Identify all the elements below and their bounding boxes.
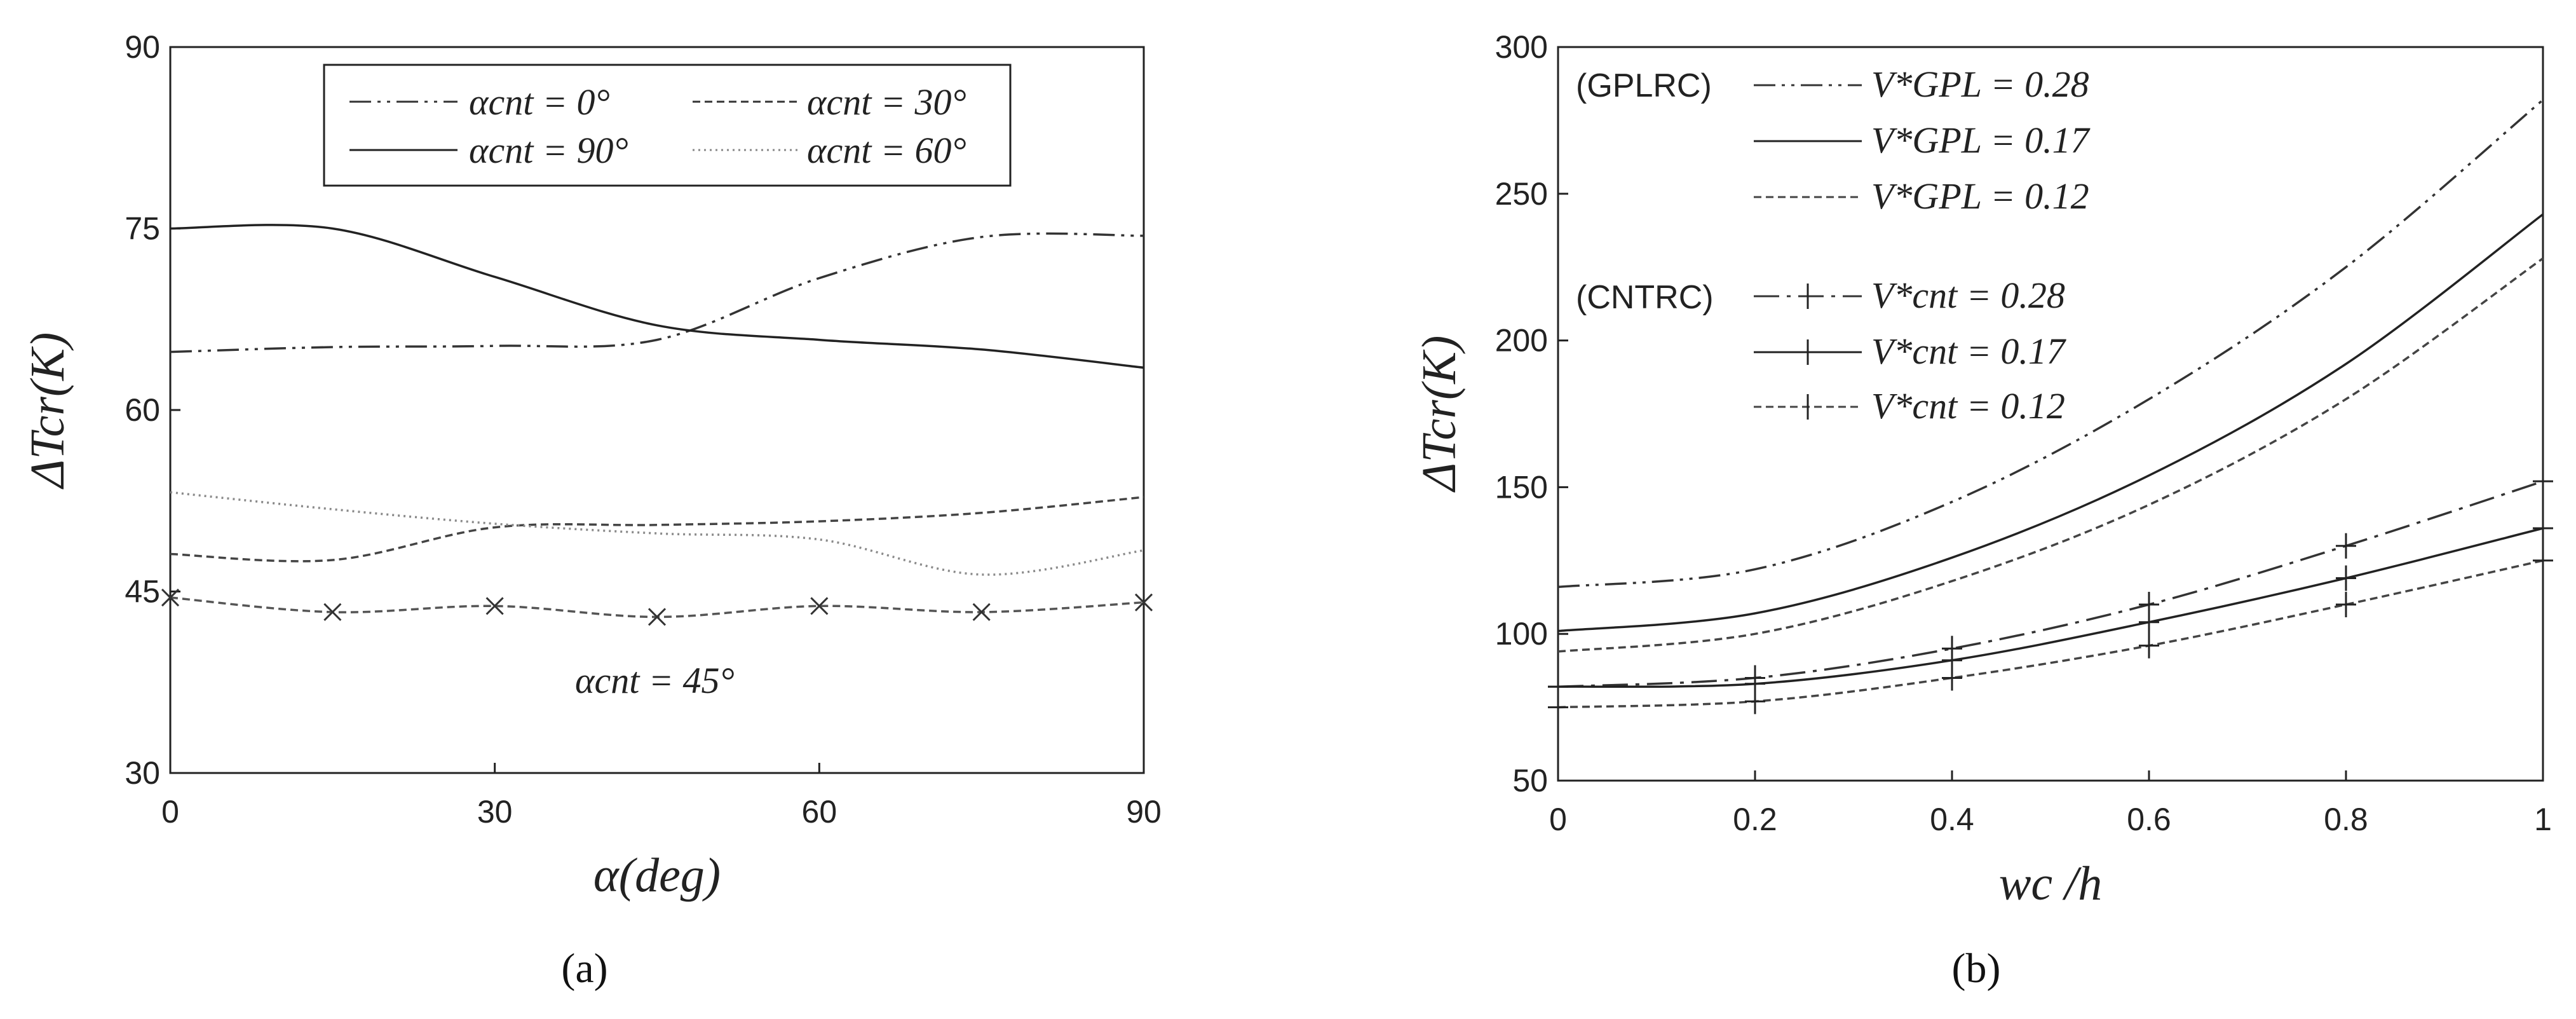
legend-label-a-2: αcnt = 90° (469, 130, 628, 171)
x-marker-a-4-0 (161, 588, 180, 607)
legend-a: αcnt = 0° αcnt = 30° αcnt = 90° αcnt = 6… (323, 64, 1012, 187)
y-tick-label-b-0: 50 (1512, 763, 1548, 798)
legend-group-gplrc: (GPLRC) (1576, 67, 1712, 104)
plus-marker-b-5-2 (1942, 665, 1962, 691)
legend-group-cntrc: (CNTRC) (1576, 279, 1714, 316)
ticks-b: 50 100 150 200 250 300 0 0.2 0.4 0.6 0.8 1 (1495, 29, 2552, 837)
x-tick-label-a-3: 90 (1126, 794, 1162, 830)
legend-label-b-2: V*GPL = 0.12 (1871, 175, 2089, 217)
caption-b: (b) (1952, 945, 2001, 992)
legend-box-a (323, 64, 1012, 187)
series-line-b-2 (1557, 257, 2544, 653)
plus-marker-b-5-0 (1548, 694, 1568, 720)
plot-area-b (1557, 46, 2544, 782)
plus-marker-b-5-1 (1745, 688, 1765, 715)
series-line-b-5 (1557, 559, 2544, 709)
legend-label-a-0: αcnt = 0° (469, 81, 610, 123)
plus-marker-b-3-4 (2336, 533, 2356, 559)
y-tick-label-a-3: 75 (125, 211, 160, 247)
plus-marker-b-4-4 (2336, 565, 2356, 591)
series-line-b-3 (1557, 480, 2544, 688)
legend-label-a-3: αcnt = 60° (807, 130, 966, 171)
x-tick-label-a-0: 0 (161, 794, 179, 830)
legend-label-b-1: V*GPL = 0.17 (1871, 120, 2091, 161)
markers-a (161, 588, 1153, 626)
x-marker-a-4-5 (972, 603, 991, 621)
legend-label-b-0: V*GPL = 0.28 (1871, 64, 2089, 105)
x-axis-label-a: α(deg) (593, 849, 721, 902)
y-tick-label-b-2: 150 (1495, 469, 1548, 505)
y-tick-label-b-5: 300 (1495, 29, 1548, 65)
legend-b: (GPLRC) V*GPL = 0.28 V*GPL = 0.17 V*GPL … (1576, 64, 2091, 427)
y-tick-label-b-4: 250 (1495, 176, 1548, 212)
legend-label-b-3: V*cnt = 0.28 (1871, 275, 2065, 316)
series-line-a-0 (170, 232, 1144, 353)
legend-label-b-4: V*cnt = 0.17 (1871, 331, 2066, 372)
markers-b (1548, 468, 2553, 720)
x-marker-a-4-4 (810, 597, 829, 615)
x-tick-label-a-1: 30 (477, 794, 513, 830)
annotation-alpha-45: αcnt = 45° (575, 660, 735, 701)
y-tick-label-a-1: 45 (125, 574, 160, 610)
y-tick-label-b-3: 200 (1495, 323, 1548, 359)
y-tick-label-a-4: 90 (125, 29, 160, 65)
series-line-a-2 (170, 496, 1144, 563)
plus-marker-b-4-5 (2533, 516, 2553, 542)
x-tick-label-a-2: 60 (802, 794, 837, 830)
x-marker-a-4-2 (485, 597, 504, 615)
x-tick-label-b-0: 0 (1549, 802, 1567, 837)
x-marker-a-4-6 (1134, 593, 1153, 612)
x-tick-label-b-2: 0.4 (1930, 802, 1974, 837)
x-tick-label-b-4: 0.8 (2324, 802, 2368, 837)
x-axis-label-b: wc /h (1999, 857, 2103, 910)
y-axis-label-a: ΔTcr(K) (21, 332, 74, 490)
series-line-b-4 (1557, 527, 2544, 688)
plus-marker-b-5-5 (2533, 547, 2553, 573)
legend-label-a-1: αcnt = 30° (807, 81, 966, 123)
x-tick-label-b-1: 0.2 (1733, 802, 1777, 837)
x-marker-a-4-1 (323, 603, 342, 621)
caption-a: (a) (561, 945, 607, 992)
plus-marker-b-5-4 (2336, 592, 2356, 618)
plus-marker-b-5-3 (2139, 633, 2159, 659)
x-marker-a-4-3 (647, 608, 667, 626)
series-lines-b (1557, 99, 2544, 709)
legend-label-b-5: V*cnt = 0.12 (1871, 385, 2065, 427)
series-line-b-1 (1557, 213, 2544, 633)
y-tick-label-a-2: 60 (125, 392, 160, 428)
series-line-a-1 (170, 224, 1144, 369)
y-tick-label-a-0: 30 (125, 755, 160, 791)
x-tick-label-b-3: 0.6 (2127, 802, 2171, 837)
y-tick-label-b-1: 100 (1495, 616, 1548, 652)
chart-panel-b: 50 100 150 200 250 300 0 0.2 0.4 0.6 0.8 1 (GPLRC) … (1413, 29, 2553, 992)
plus-marker-b-3-5 (2533, 468, 2553, 495)
plus-marker-b-4-3 (2139, 609, 2159, 635)
x-tick-label-b-5: 1 (2534, 802, 2552, 837)
y-axis-label-b: ΔTcr(K) (1413, 336, 1466, 493)
